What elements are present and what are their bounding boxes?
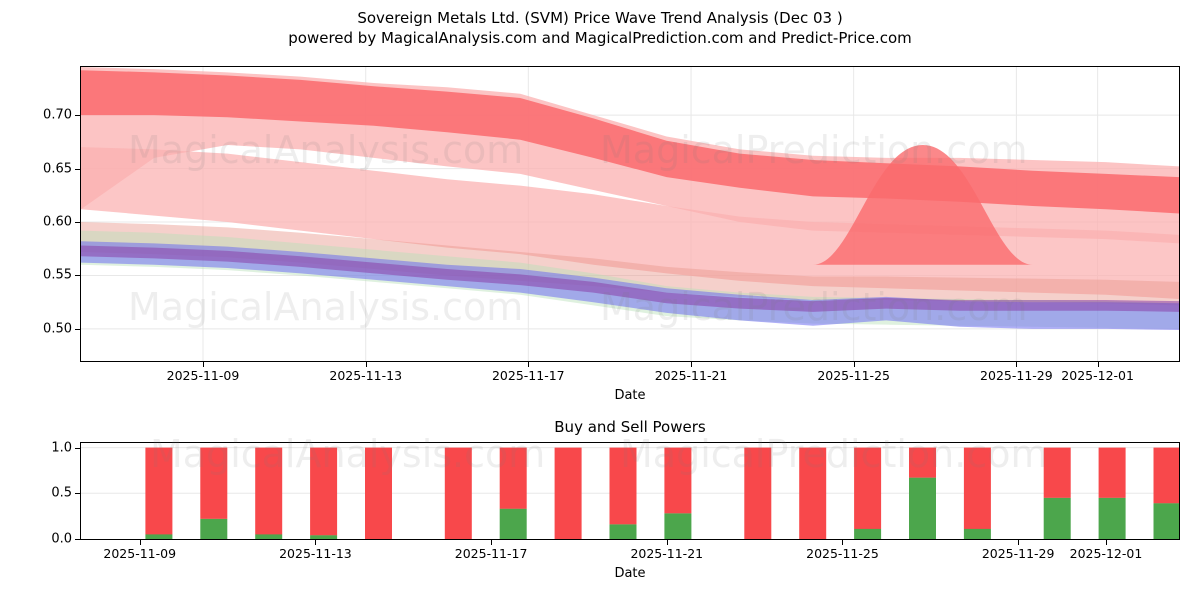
signal-bar-sell — [554, 447, 582, 539]
signal-bar-buy — [200, 518, 228, 539]
signal-bar-buy — [1098, 497, 1126, 539]
signal-bar-sell — [963, 447, 991, 529]
signal-bar-sell — [365, 447, 392, 539]
price-x-tick-label: 2025-11-17 — [491, 368, 565, 383]
price-x-tick-label: 2025-11-29 — [980, 368, 1053, 383]
signal-x-tick-mark — [1105, 540, 1107, 545]
price-x-tick-mark — [1016, 362, 1018, 367]
price-y-tick-mark — [75, 328, 80, 330]
signal-y-tick-label: 0.5 — [51, 485, 72, 501]
signal-bar-sell — [444, 447, 472, 539]
signal-x-tick-mark — [1018, 540, 1020, 545]
signal-x-tick-mark — [491, 540, 493, 545]
signal-bar-buy — [909, 477, 936, 539]
signal-y-tick-mark — [75, 493, 80, 495]
price-x-axis-label: Date — [614, 388, 646, 403]
signal-y-tick-mark — [75, 539, 80, 540]
signal-bar-buy — [609, 524, 637, 539]
price-y-tick-label: 0.70 — [43, 107, 72, 123]
signal-bar-sell — [664, 447, 692, 514]
signal-bar-buy — [255, 534, 283, 539]
price-x-tick-label: 2025-11-25 — [817, 368, 890, 383]
price-x-tick-mark — [202, 362, 204, 367]
price-band-red-bump-wave — [813, 145, 1033, 265]
price-x-tick-mark — [528, 362, 530, 367]
signal-x-tick-label: 2025-11-13 — [279, 546, 352, 561]
signal-x-axis-label: Date — [614, 566, 646, 581]
signal-chart-plot-area — [80, 442, 1180, 540]
signal-chart-svg — [81, 447, 1179, 539]
signal-x-tick-label: 2025-11-09 — [103, 546, 177, 561]
signal-bar-sell — [499, 447, 527, 509]
price-chart-plot-area — [80, 66, 1180, 362]
signal-bar-sell — [909, 447, 936, 478]
signal-bar-buy — [854, 528, 882, 539]
price-x-tick-mark — [691, 362, 693, 367]
price-band-salmon-mid-band — [81, 222, 1179, 306]
signal-bar-buy — [963, 528, 991, 539]
price-y-tick-label: 0.50 — [43, 321, 72, 337]
signal-bar-buy — [499, 508, 527, 539]
signal-chart-title: Buy and Sell Powers — [554, 418, 706, 436]
title-line-1: Sovereign Metals Ltd. (SVM) Price Wave T… — [357, 9, 843, 27]
signal-bar-sell — [310, 447, 338, 536]
price-x-tick-label: 2025-11-21 — [654, 368, 728, 383]
figure-title: Sovereign Metals Ltd. (SVM) Price Wave T… — [0, 8, 1200, 48]
price-y-tick-label: 0.60 — [43, 214, 72, 230]
signal-x-tick-mark — [666, 540, 668, 545]
signal-x-tick-mark — [842, 540, 844, 545]
price-y-tick-mark — [75, 168, 80, 170]
signal-y-tick-mark — [75, 447, 80, 449]
signal-bar-sell — [799, 447, 827, 539]
signal-bar-buy — [145, 534, 173, 539]
price-x-tick-mark — [1097, 362, 1099, 367]
signal-x-tick-label: 2025-12-01 — [1069, 546, 1143, 561]
signal-bar-buy — [1153, 503, 1179, 539]
price-x-tick-mark — [853, 362, 855, 367]
signal-bar-sell — [255, 447, 283, 535]
price-band-purple-overlap-band — [81, 245, 1179, 312]
signal-x-tick-label: 2025-11-25 — [806, 546, 879, 561]
signal-x-tick-mark — [139, 540, 141, 545]
signal-x-tick-label: 2025-11-17 — [454, 546, 528, 561]
signal-x-tick-label: 2025-11-21 — [630, 546, 704, 561]
signal-bar-sell — [145, 447, 173, 535]
signal-y-tick-label: 1.0 — [51, 440, 72, 456]
price-x-tick-label: 2025-11-09 — [166, 368, 240, 383]
price-x-tick-label: 2025-12-01 — [1061, 368, 1134, 383]
signal-bar-buy — [310, 535, 338, 539]
price-y-tick-mark — [75, 275, 80, 277]
price-chart-svg — [81, 67, 1179, 361]
price-x-tick-label: 2025-11-13 — [329, 368, 403, 383]
signal-x-tick-label: 2025-11-29 — [981, 546, 1055, 561]
signal-bar-buy — [1043, 497, 1071, 539]
signal-bar-sell — [1043, 447, 1071, 498]
signal-y-tick-label: 0.0 — [51, 531, 72, 547]
signal-bar-sell — [1153, 447, 1179, 504]
price-y-tick-mark — [75, 222, 80, 224]
price-y-tick-label: 0.65 — [43, 161, 72, 177]
price-x-tick-mark — [365, 362, 367, 367]
signal-bar-sell — [609, 447, 637, 525]
signal-bar-sell — [1098, 447, 1126, 498]
signal-bar-sell — [200, 447, 228, 519]
signal-bar-buy — [664, 513, 692, 539]
price-y-tick-mark — [75, 115, 80, 117]
signal-bar-sell — [744, 447, 772, 539]
price-y-tick-label: 0.55 — [43, 267, 72, 283]
title-line-2: powered by MagicalAnalysis.com and Magic… — [288, 29, 912, 47]
signal-x-tick-mark — [315, 540, 317, 545]
signal-bar-sell — [854, 447, 882, 529]
